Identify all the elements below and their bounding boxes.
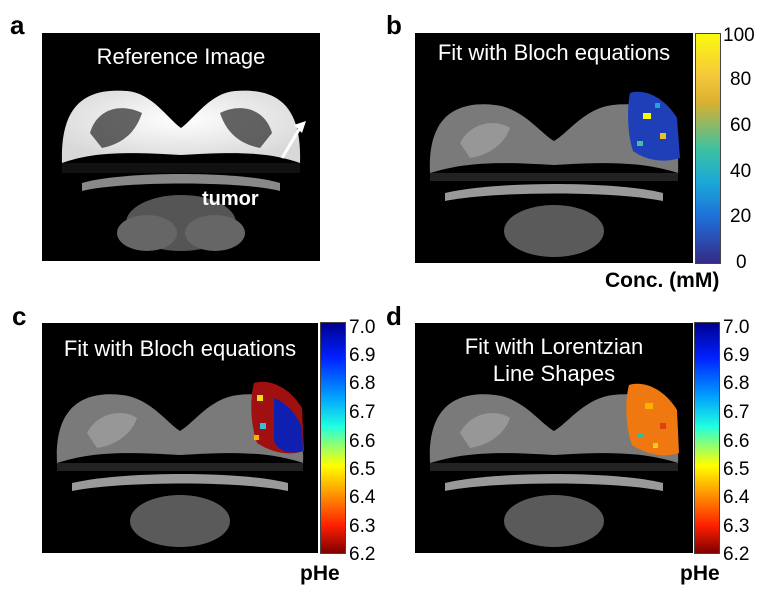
panel-label-b: b <box>386 10 402 40</box>
panel-a-title: Reference Image <box>96 44 266 69</box>
phe-d-tick-6.5: 6.5 <box>723 459 750 480</box>
panel-c-title: Fit with Bloch equations <box>63 336 297 361</box>
conc-tick-40: 40 <box>730 161 752 182</box>
phe-d-tick-6.2: 6.2 <box>723 544 750 565</box>
conc-tick-80: 80 <box>730 69 752 90</box>
phe-c-tick-6.5: 6.5 <box>349 459 376 480</box>
panel-b-title: Fit with Bloch equations <box>437 40 671 65</box>
panel-d-phe-lorentzian-map: Fit with Lorentzian Line Shapes <box>415 323 693 553</box>
conc-tick-0: 0 <box>736 252 747 273</box>
concentration-overlay <box>628 91 680 161</box>
phe-c-tick-7.0: 7.0 <box>349 317 376 338</box>
phe-d-tick-6.3: 6.3 <box>723 516 750 537</box>
phe-d-tick-6.7: 6.7 <box>723 402 750 423</box>
panel-a-reference-image: Reference Image tumor <box>42 33 320 261</box>
phe-d-tick-6.8: 6.8 <box>723 373 750 394</box>
phe-d-tick-6.6: 6.6 <box>723 431 750 452</box>
phe-lorentzian-overlay <box>626 383 679 456</box>
phe-lorentzian-mri-image <box>429 383 679 547</box>
phe-c-colorbar <box>320 322 346 554</box>
phe-c-tick-6.9: 6.9 <box>349 345 376 366</box>
phe-c-tick-6.2: 6.2 <box>349 544 376 565</box>
tumor-annotation: tumor <box>202 188 259 210</box>
panel-label-d: d <box>386 301 402 331</box>
phe-d-unit-label: pHe <box>680 562 720 585</box>
phe-c-tick-6.8: 6.8 <box>349 373 376 394</box>
phe-d-tick-6.9: 6.9 <box>723 345 750 366</box>
panel-label-c: c <box>12 301 27 331</box>
reference-mri-image <box>61 90 306 251</box>
phe-c-tick-6.7: 6.7 <box>349 402 376 423</box>
panel-d-title-line2: Line Shapes <box>492 361 616 386</box>
phe-d-tick-7.0: 7.0 <box>723 317 750 338</box>
panel-d-title-line1: Fit with Lorentzian <box>464 334 644 359</box>
conc-tick-60: 60 <box>730 115 752 136</box>
phe-c-unit-label: pHe <box>300 562 340 585</box>
conc-unit-label: Conc. (mM) <box>605 269 720 292</box>
panel-b-concentration-map: Fit with Bloch equations <box>415 33 693 263</box>
phe-c-tick-6.3: 6.3 <box>349 516 376 537</box>
conc-tick-100: 100 <box>723 25 755 46</box>
conc-colorbar <box>695 33 721 264</box>
panel-c-phe-bloch-map: Fit with Bloch equations <box>42 323 318 553</box>
phe-bloch-mri-image <box>56 381 304 547</box>
phe-c-tick-6.6: 6.6 <box>349 431 376 452</box>
concentration-mri-image <box>429 91 680 257</box>
phe-d-tick-6.4: 6.4 <box>723 487 750 508</box>
panel-label-a: a <box>10 10 25 40</box>
phe-d-colorbar <box>694 322 720 554</box>
phe-c-tick-6.4: 6.4 <box>349 487 376 508</box>
conc-tick-20: 20 <box>730 206 752 227</box>
